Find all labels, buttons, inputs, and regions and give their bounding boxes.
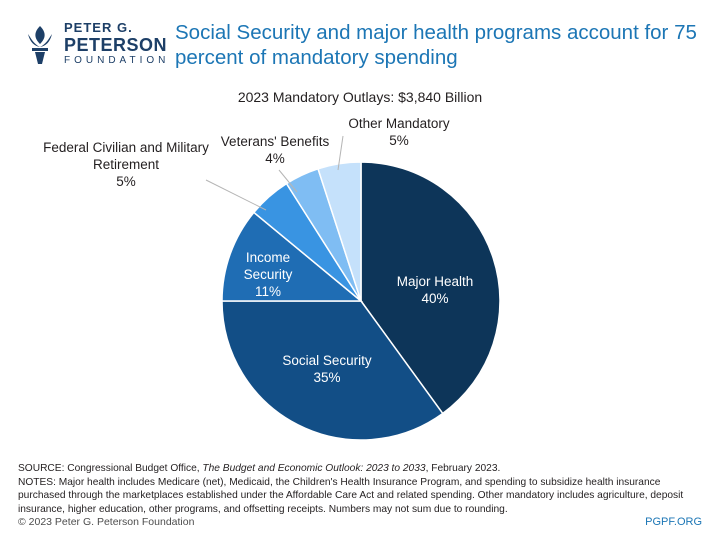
label-veterans-value: 4%	[265, 151, 285, 166]
source-title: The Budget and Economic Outlook: 2023 to…	[202, 463, 426, 474]
label-retirement-line2: Retirement	[93, 157, 159, 172]
label-major-health-value: 40%	[421, 291, 448, 306]
logo-line-3: FOUNDATION	[64, 55, 170, 66]
logo-line-2: PETERSON	[64, 35, 168, 55]
leader-line-veterans	[278, 169, 298, 193]
label-social-security-value: 35%	[313, 370, 340, 385]
label-income-security-line1: Income	[246, 250, 290, 265]
pie-slice-income-security	[221, 211, 364, 302]
label-other-value: 5%	[389, 133, 409, 148]
label-income-security-line2: Security	[244, 267, 293, 282]
pgpf-logo: PETER G. PETERSON FOUNDATION	[18, 18, 167, 68]
pie-chart: Major Health 40% Social Security 35% Inc…	[43, 116, 501, 441]
headline: Social Security and major health program…	[175, 21, 697, 69]
source-prefix: SOURCE: Congressional Budget Office,	[18, 463, 203, 474]
label-other-name: Other Mandatory	[348, 116, 450, 131]
source-suffix: , February 2023.	[425, 463, 501, 474]
label-income-security-value: 11%	[255, 284, 281, 299]
logo-line-1: PETER G.	[64, 20, 133, 35]
label-major-health-name: Major Health	[397, 274, 474, 289]
chart-title: 2023 Mandatory Outlays: $3,840 Billion	[237, 89, 483, 105]
site-link[interactable]: PGPF.ORG	[645, 516, 702, 528]
copyright: © 2023 Peter G. Peterson Foundation	[18, 516, 195, 528]
source-line: SOURCE: Congressional Budget Office, The…	[18, 462, 708, 476]
label-veterans-name: Veterans' Benefits	[221, 134, 330, 149]
pie-slice-social-security	[221, 300, 444, 441]
label-retirement-line1: Federal Civilian and Military	[43, 140, 209, 155]
pie-slice-major-health	[360, 161, 501, 415]
source-notes: SOURCE: Congressional Budget Office, The…	[18, 462, 708, 516]
notes-text: NOTES: Major health includes Medicare (n…	[18, 476, 684, 515]
leader-line-retirement	[205, 179, 267, 211]
label-retirement-value: 5%	[116, 174, 136, 189]
label-social-security-name: Social Security	[282, 353, 372, 368]
torch-logo-icon	[18, 22, 62, 66]
leader-line-other	[337, 135, 344, 171]
